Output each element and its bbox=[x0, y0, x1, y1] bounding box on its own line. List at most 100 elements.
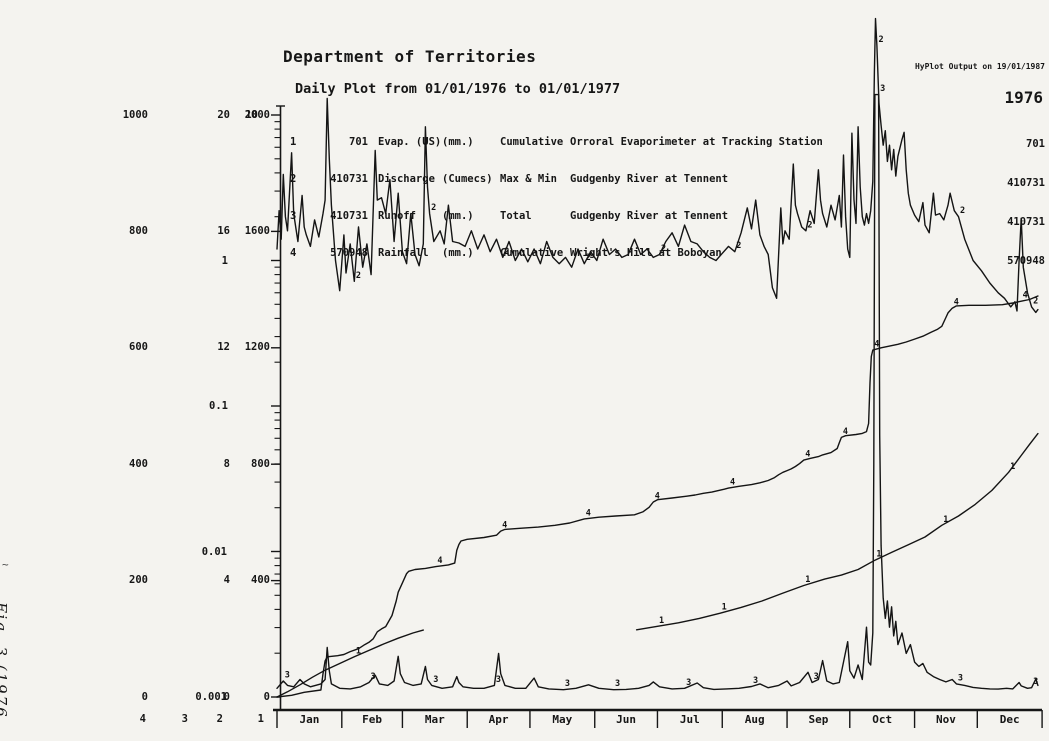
y-tick-label-axis3: 20 bbox=[217, 108, 230, 121]
legend-units: (Cumecs) bbox=[442, 173, 493, 185]
curve-number-marker: 1 bbox=[943, 515, 948, 525]
legend-series-number: 4 bbox=[290, 247, 297, 259]
curve-number-marker: 4 bbox=[655, 492, 660, 502]
y-tick-label-axis1: 1600 bbox=[244, 224, 270, 237]
y-tick-label-axis2: 0.1 bbox=[209, 400, 228, 412]
curve-number-marker: 3 bbox=[753, 676, 758, 686]
axis-id-number: 2 bbox=[216, 712, 223, 725]
y-tick-label-axis3: 16 bbox=[217, 224, 230, 237]
curve-number-marker: 4 bbox=[502, 521, 507, 531]
month-label: Jun bbox=[616, 713, 637, 726]
curve-number-marker: 1 bbox=[876, 550, 881, 560]
curve-number-marker: 2 bbox=[878, 35, 883, 45]
runoff-curve bbox=[276, 93, 1039, 691]
curve-number-marker: 2 bbox=[960, 206, 965, 216]
month-label: Aug bbox=[744, 713, 765, 726]
month-label: Dec bbox=[999, 713, 1020, 726]
y-tick-label-axis4: 1000 bbox=[122, 108, 148, 121]
curve-number-marker: 2 bbox=[661, 244, 666, 254]
y-tick-label-axis1: 2000 bbox=[244, 108, 270, 121]
curve-number-marker: 1 bbox=[722, 603, 727, 613]
y-tick-label-axis2: 1 bbox=[221, 255, 228, 267]
y-tick-label-axis4: 0 bbox=[141, 690, 148, 703]
rainfall-cumulative-curve bbox=[276, 295, 1039, 698]
curve-number-marker: 2 bbox=[431, 203, 436, 213]
curve-number-marker: 1 bbox=[659, 616, 664, 626]
station-id-column: 701 410731 410731 570948 bbox=[955, 112, 1045, 294]
station-id: 701 bbox=[1026, 138, 1045, 150]
year-label: 1976 bbox=[1004, 88, 1043, 107]
y-tick-label-axis4: 400 bbox=[129, 457, 148, 470]
curve-number-marker: 4 bbox=[954, 298, 959, 308]
y-tick-label-axis2: 0.001 bbox=[195, 690, 227, 703]
y-tick-label-axis1: 400 bbox=[251, 574, 270, 587]
legend-stat-type: Cumulative bbox=[500, 136, 564, 148]
month-label: May bbox=[552, 713, 573, 726]
curve-number-marker: 4 bbox=[730, 478, 735, 488]
y-tick-label-axis1: 800 bbox=[251, 457, 270, 470]
month-label: Oct bbox=[872, 713, 893, 726]
legend-stat-type: Max & Min bbox=[500, 173, 557, 185]
legend-description: Orroral Evaporimeter at Tracking Station bbox=[570, 136, 823, 148]
curve-number-marker: 3 bbox=[880, 84, 885, 94]
y-tick-label-axis3: 0 bbox=[223, 690, 230, 703]
curve-number-marker: 3 bbox=[686, 678, 691, 688]
legend-variable: Discharge bbox=[378, 173, 435, 185]
station-id: 410731 bbox=[1007, 177, 1045, 189]
month-label: Feb bbox=[362, 713, 383, 726]
station-id: 410731 bbox=[1007, 216, 1045, 228]
curve-number-marker: 4 bbox=[843, 427, 848, 437]
station-id: 570948 bbox=[1007, 255, 1045, 267]
plot-subtitle: Daily Plot from 01/01/1976 to 01/01/1977 bbox=[295, 81, 621, 97]
month-label: Jul bbox=[679, 713, 700, 726]
y-tick-label-axis3: 12 bbox=[217, 341, 230, 354]
curve-number-marker: 4 bbox=[586, 508, 591, 518]
evap-cumulative-curve bbox=[635, 432, 1039, 631]
curve-number-marker: 3 bbox=[1033, 677, 1038, 687]
legend-units: (mm.) bbox=[442, 136, 474, 148]
legend-description: Gudgenby River at Tennent bbox=[570, 173, 729, 185]
curve-number-marker: 3 bbox=[433, 675, 438, 685]
month-label: Sep bbox=[808, 713, 829, 726]
legend-description: Gudgenby River at Tennent bbox=[570, 210, 729, 222]
curve-number-marker: 2 bbox=[586, 253, 591, 263]
legend-series-number: 1 bbox=[290, 136, 297, 148]
evap-cumulative-curve bbox=[276, 629, 424, 698]
legend-variable: Runoff bbox=[378, 210, 416, 222]
curve-number-marker: 4 bbox=[874, 340, 879, 350]
legend-series-number: 3 bbox=[290, 210, 297, 222]
legend-variable: Evap. (US) bbox=[378, 136, 442, 148]
page-title: Department of Territories bbox=[283, 47, 537, 66]
y-tick-label-axis2: 0.01 bbox=[201, 545, 227, 558]
curve-number-marker: 4 bbox=[805, 450, 810, 460]
legend-row: 2 410731 Discharge (Cumecs) Max & Min Gu… bbox=[290, 173, 1049, 186]
legend-row: 3 410731 Runoff (mm.) Total Gudgenby Riv… bbox=[290, 210, 1049, 223]
month-label: Jan bbox=[299, 713, 320, 726]
curve-number-marker: 1 bbox=[1010, 462, 1015, 472]
hyplot-output-note: HyPlot Output on 19/01/1987 bbox=[914, 62, 1045, 71]
y-tick-label-axis4: 800 bbox=[129, 224, 148, 237]
month-label: Mar bbox=[424, 713, 445, 726]
curve-number-marker: 4 bbox=[437, 556, 442, 566]
legend-station: 410731 bbox=[330, 210, 368, 222]
curve-number-marker: 1 bbox=[356, 646, 361, 656]
y-tick-label-axis2: 10 bbox=[245, 108, 258, 121]
curve-number-marker: 3 bbox=[958, 673, 963, 683]
legend-station: 410731 bbox=[330, 173, 368, 185]
curve-number-marker: 2 bbox=[807, 220, 812, 230]
curve-number-marker: 1 bbox=[805, 575, 810, 585]
curve-number-marker: 3 bbox=[565, 679, 570, 689]
curve-number-marker: 3 bbox=[496, 675, 501, 685]
y-tick-label-axis1: 1200 bbox=[244, 341, 270, 354]
axis-id-number: 1 bbox=[257, 712, 264, 725]
legend-row: 1 701 Evap. (US) (mm.) Cumulative Orrora… bbox=[290, 136, 1049, 149]
month-label: Apr bbox=[488, 713, 509, 726]
y-tick-label-axis1: 0 bbox=[263, 690, 270, 703]
curve-number-marker: 2 bbox=[356, 271, 361, 281]
scan-smudge-mark: ~ bbox=[2, 558, 9, 571]
month-label: Nov bbox=[935, 713, 956, 726]
curve-number-marker: 2 bbox=[504, 247, 509, 257]
curve-number-marker: 2 bbox=[736, 241, 741, 251]
